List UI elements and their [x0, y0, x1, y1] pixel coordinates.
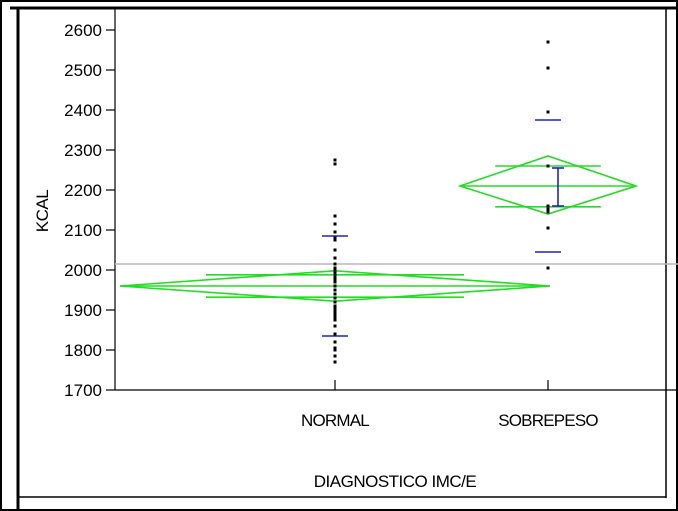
data-point [546, 40, 550, 44]
data-point [333, 340, 337, 344]
y-tick-label: 2000 [64, 261, 102, 280]
data-point [333, 214, 337, 218]
data-point [333, 268, 337, 272]
data-point [333, 274, 337, 278]
data-point [333, 332, 337, 336]
data-point [546, 66, 550, 70]
data-point [333, 236, 337, 240]
data-point [333, 272, 337, 276]
data-point [333, 288, 337, 292]
data-point [333, 346, 337, 350]
y-tick-label: 2200 [64, 181, 102, 200]
x-tick-label: SOBREPESO [498, 411, 598, 430]
data-point [546, 204, 550, 208]
x-axis-title: DIAGNOSTICO IMC/E [314, 472, 477, 491]
data-point [333, 360, 337, 364]
y-tick-label: 2600 [64, 21, 102, 40]
data-point [546, 110, 550, 114]
data-point [333, 222, 337, 226]
data-point [333, 278, 337, 282]
y-tick-label: 2300 [64, 141, 102, 160]
data-point [333, 158, 337, 162]
y-tick-label: 1900 [64, 301, 102, 320]
data-point [546, 226, 550, 230]
data-point [333, 292, 337, 296]
data-point [333, 276, 337, 280]
data-point [333, 296, 337, 300]
data-point [546, 266, 550, 270]
x-tick-label: NORMAL [301, 411, 369, 430]
y-tick-label: 2400 [64, 101, 102, 120]
data-point [333, 284, 337, 288]
data-point [333, 248, 337, 252]
data-point [333, 311, 337, 315]
data-point [333, 318, 337, 322]
data-point [333, 348, 337, 352]
data-point [333, 256, 337, 260]
data-point [333, 304, 337, 308]
data-point [333, 266, 337, 270]
data-point [333, 280, 337, 284]
group-sobrepeso [457, 40, 639, 270]
data-point [333, 230, 337, 234]
data-point [546, 210, 550, 214]
data-point [333, 262, 337, 266]
data-point [333, 238, 337, 242]
y-tick-label: 2500 [64, 61, 102, 80]
data-point [333, 314, 337, 318]
y-axis-title: KCAL [33, 190, 52, 232]
data-point [546, 208, 550, 212]
y-tick-label: 1800 [64, 341, 102, 360]
y-tick-label: 2100 [64, 221, 102, 240]
data-point [546, 206, 550, 210]
y-tick-label: 1700 [64, 381, 102, 400]
group-normal [119, 158, 551, 364]
data-point [333, 316, 337, 320]
data-point [333, 307, 337, 311]
data-point [333, 300, 337, 304]
data-point [333, 162, 337, 166]
data-point [333, 354, 337, 358]
data-point [333, 270, 337, 274]
data-point [333, 324, 337, 328]
data-point [546, 164, 550, 168]
